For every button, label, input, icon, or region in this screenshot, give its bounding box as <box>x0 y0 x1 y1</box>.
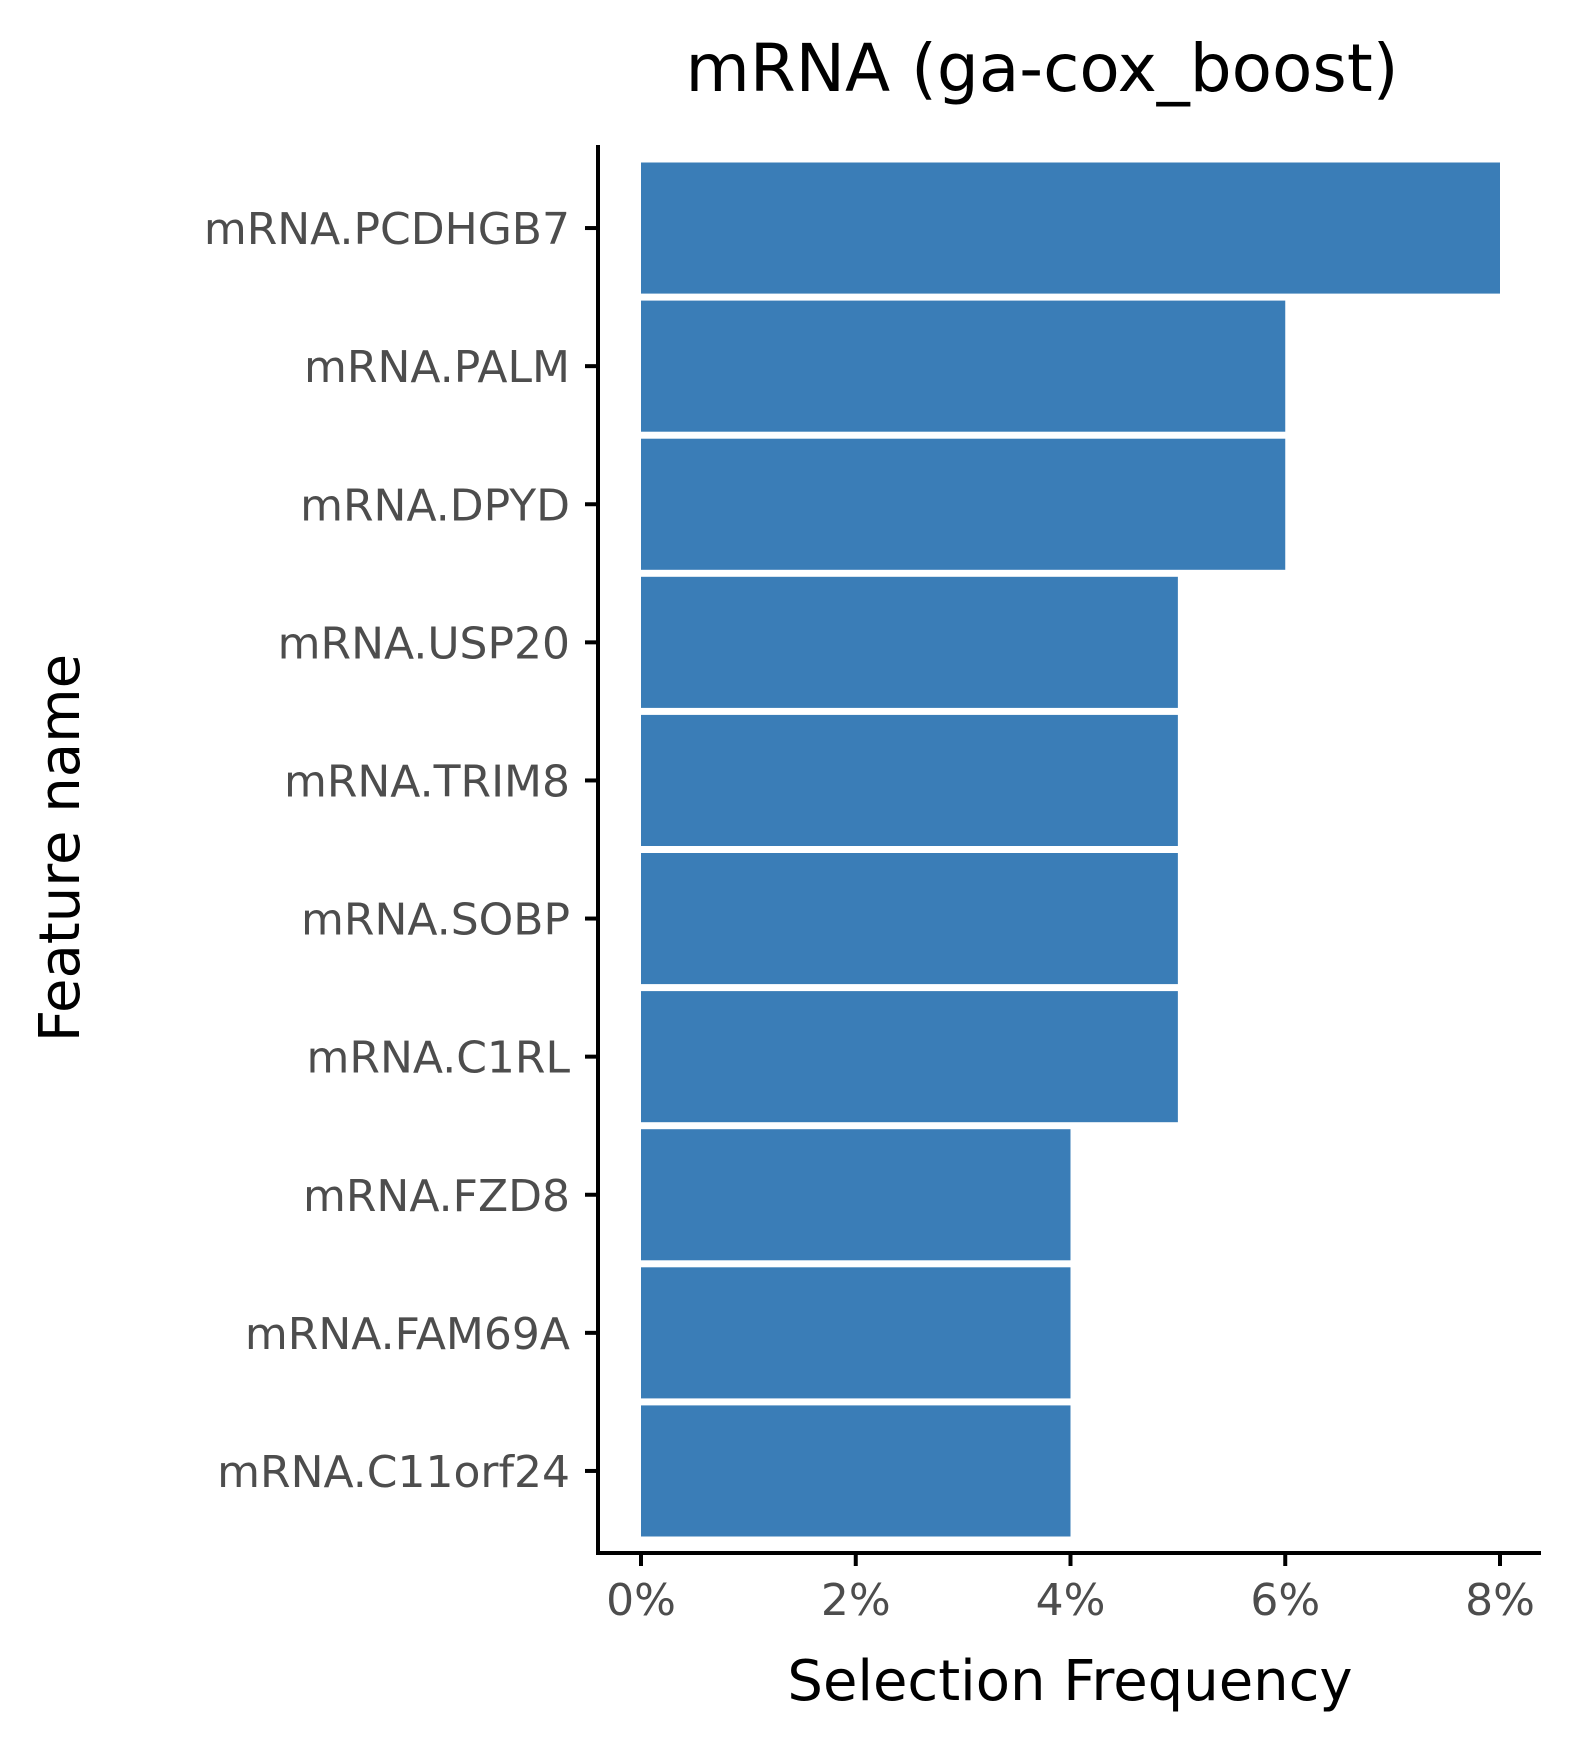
y-tick-label: mRNA.C1RL <box>307 1033 571 1084</box>
chart-title: mRNA (ga-cox_boost) <box>686 30 1399 107</box>
bar-mrna-dpyd <box>641 438 1286 570</box>
bar-mrna-pcdhgb7 <box>641 162 1500 294</box>
bar-mrna-usp20 <box>641 576 1178 708</box>
bar-mrna-fzd8 <box>641 1129 1071 1261</box>
bar-mrna-c1rl <box>641 991 1178 1123</box>
y-tick-label: mRNA.PCDHGB7 <box>204 204 570 255</box>
x-tick-label: 4% <box>1036 1575 1106 1626</box>
bars-layer <box>641 162 1500 1537</box>
bar-mrna-fam69a <box>641 1267 1071 1399</box>
bar-mrna-trim8 <box>641 714 1178 846</box>
y-axis-ticks: mRNA.PCDHGB7 mRNA.PALM mRNA.DPYD mRNA.USP20… <box>204 204 598 1498</box>
bar-mrna-c11orf24 <box>641 1405 1071 1537</box>
y-axis-title: Feature name <box>28 654 93 1042</box>
y-tick-label: mRNA.DPYD <box>300 480 570 531</box>
y-tick-label: mRNA.SOBP <box>301 895 570 946</box>
x-tick-label: 0% <box>606 1575 676 1626</box>
x-axis-ticks: 0% 2% 4% 6% 8% <box>606 1553 1535 1626</box>
x-axis-title: Selection Frequency <box>787 1649 1352 1714</box>
y-tick-label: mRNA.FZD8 <box>303 1171 570 1222</box>
y-tick-label: mRNA.TRIM8 <box>284 756 570 807</box>
x-tick-label: 6% <box>1250 1575 1320 1626</box>
y-tick-label: mRNA.PALM <box>304 342 570 393</box>
x-tick-label: 2% <box>821 1575 891 1626</box>
y-tick-label: mRNA.C11orf24 <box>217 1447 570 1498</box>
y-tick-label: mRNA.FAM69A <box>245 1309 570 1360</box>
bar-mrna-sobp <box>641 853 1178 985</box>
y-tick-label: mRNA.USP20 <box>278 618 570 669</box>
x-tick-label: 8% <box>1465 1575 1535 1626</box>
bar-mrna-palm <box>641 300 1286 432</box>
